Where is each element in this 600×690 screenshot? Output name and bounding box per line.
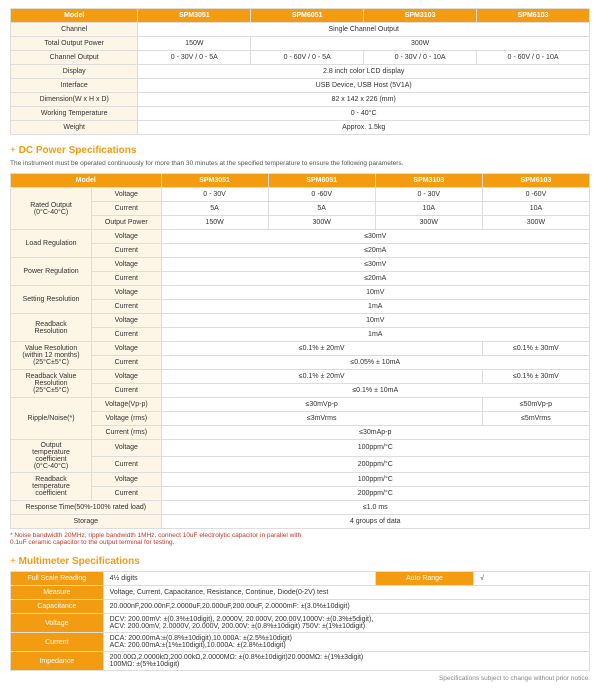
table-row: Working Temperature0 - 40°C xyxy=(11,107,590,121)
table-row: InterfaceUSB Device, USB Host (5V1A) xyxy=(11,79,590,93)
table-row: Dimension(W x H x D)82 x 142 x 226 (mm) xyxy=(11,93,590,107)
table-row: Response Time(50%-100% rated load)≤1.0 m… xyxy=(11,501,590,515)
table-row: Storage4 groups of data xyxy=(11,515,590,529)
table-row: Current≤0.1% ± 10mA xyxy=(11,384,590,398)
table-row: VoltageDCV: 200.00mV: ±(0.3%±10digit), 2… xyxy=(11,614,590,633)
dc-section-title: + DC Power Specifications xyxy=(10,145,590,156)
table-row: CurrentDCA: 200.00mA:±(0.8%±10digit),10.… xyxy=(11,633,590,652)
table-row: Power RegulationVoltage≤30mV xyxy=(11,258,590,272)
dc-spec-table: ModelSPM3051SPM6051SPM3103SPM6103 Rated … xyxy=(10,173,590,529)
table-row: Readback temperature coefficientVoltage1… xyxy=(11,473,590,487)
table-row: Capacitance20.000nF,200.00nF,2.0000uF,20… xyxy=(11,600,590,614)
table-header: ModelSPM3051SPM6051SPM3103SPM6103 xyxy=(11,9,590,23)
dc-subtext: The instrument must be operated continuo… xyxy=(10,160,590,167)
table-row: MeasureVoltage, Current, Capacitance, Re… xyxy=(11,586,590,600)
table-row: Current200ppm/°C xyxy=(11,487,590,501)
table-row: Setting ResolutionVoltage10mV xyxy=(11,286,590,300)
table-row: ChannelSingle Channel Output xyxy=(11,23,590,37)
footer-note: Specifications subject to change without… xyxy=(10,675,590,682)
table-row: Load RegulationVoltage≤30mV xyxy=(11,230,590,244)
dc-note: * Noise bandwidth 20MHz, ripple bandwidt… xyxy=(10,532,590,546)
general-spec-table: ModelSPM3051SPM6051SPM3103SPM6103 Channe… xyxy=(10,8,590,135)
table-row: Current200ppm/°C xyxy=(11,456,590,473)
table-row: Full Scale Reading4½ digitsAuto Range√ xyxy=(11,572,590,586)
table-row: Display2.8 inch color LCD display xyxy=(11,65,590,79)
table-row: Current (rms)≤30mAp-p xyxy=(11,426,590,440)
table-row: Readback Value Resolution (25°C±5°C)Volt… xyxy=(11,370,590,384)
table-row: Value Resolution (within 12 months) (25°… xyxy=(11,342,590,356)
table-row: WeightApprox. 1.5kg xyxy=(11,121,590,135)
table-header: ModelSPM3051SPM6051SPM3103SPM6103 xyxy=(11,174,590,188)
table-row: Output Power150W300W300W300W xyxy=(11,216,590,230)
table-row: Current≤20mA xyxy=(11,272,590,286)
table-row: Current1mA xyxy=(11,328,590,342)
table-row: Total Output Power150W300W xyxy=(11,37,590,51)
table-row: Rated Output (0°C-40°C)Voltage0 - 30V0 -… xyxy=(11,188,590,202)
table-row: Ripple/Noise(*)Voltage(Vp-p)≤30mVp-p≤50m… xyxy=(11,398,590,412)
table-row: Current≤20mA xyxy=(11,244,590,258)
table-row: Readback ResolutionVoltage10mV xyxy=(11,314,590,328)
table-row: Impedance200.00Ω,2.0000kΩ,200.00kΩ,2.000… xyxy=(11,652,590,671)
table-row: Voltage (rms)≤3mVrms≤5mVrms xyxy=(11,412,590,426)
table-row: Current5A5A10A10A xyxy=(11,202,590,216)
table-row: Current1mA xyxy=(11,300,590,314)
mm-spec-table: Full Scale Reading4½ digitsAuto Range√Me… xyxy=(10,571,590,671)
table-row: Channel Output0 - 30V / 0 - 5A0 - 60V / … xyxy=(11,51,590,65)
table-row: Current≤0.05% ± 10mA xyxy=(11,356,590,370)
mm-section-title: + Multimeter Specifications xyxy=(10,556,590,567)
table-row: Output temperature coefficient (0°C-40°C… xyxy=(11,440,590,457)
